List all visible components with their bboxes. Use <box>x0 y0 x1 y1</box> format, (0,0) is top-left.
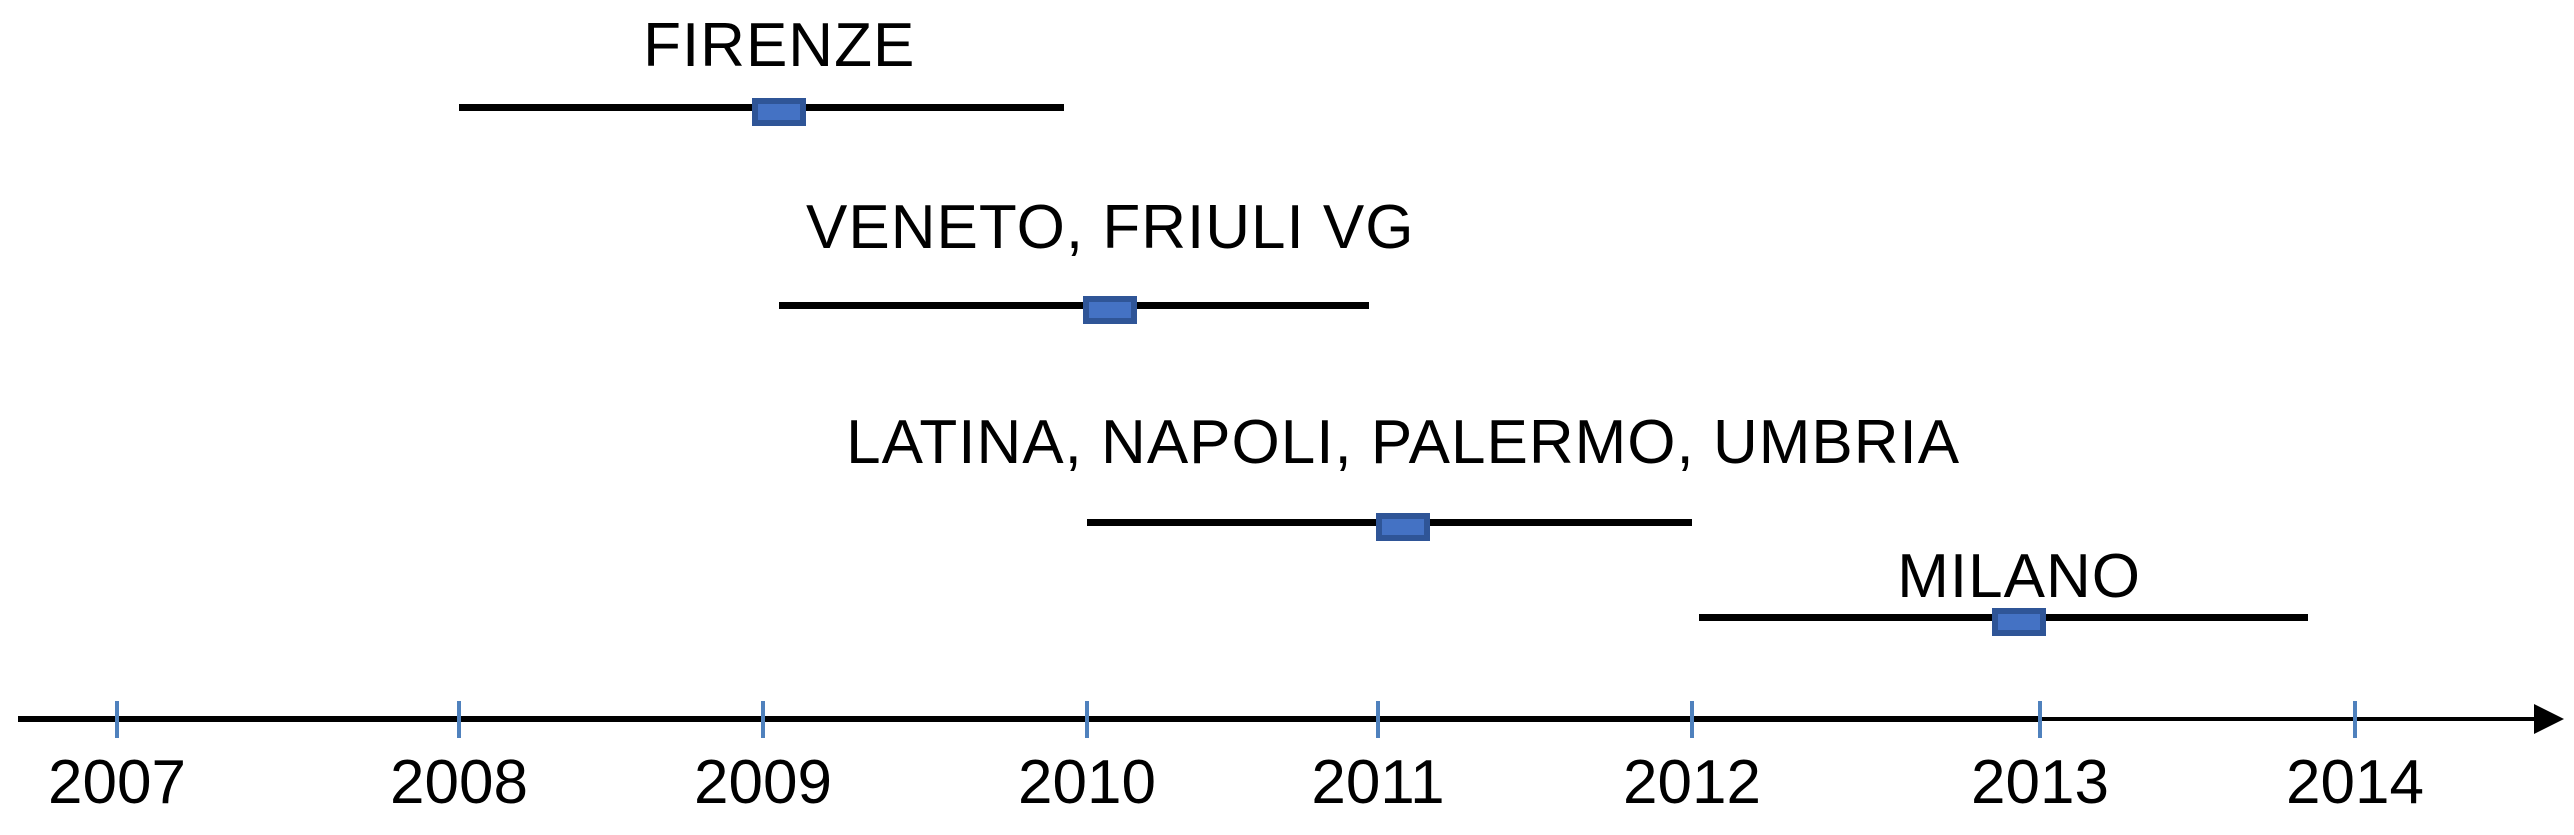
axis-tick-label: 2012 <box>1623 748 1761 817</box>
axis-tick <box>1690 701 1694 738</box>
row-marker <box>1376 513 1431 541</box>
axis-tick-label: 2011 <box>1311 748 1445 817</box>
row-label: MILANO <box>1897 542 2141 611</box>
axis-tick <box>2038 701 2042 738</box>
axis-tick <box>115 701 119 738</box>
axis-arrowhead-icon <box>2534 704 2564 734</box>
row-label: VENETO, FRIULI VG <box>806 193 1415 262</box>
axis-tick <box>1085 701 1089 738</box>
axis-tick-label: 2009 <box>694 748 832 817</box>
axis-tick-label: 2010 <box>1018 748 1156 817</box>
axis-tick <box>457 701 461 738</box>
row-marker <box>1992 608 2047 636</box>
axis-tick <box>1376 701 1380 738</box>
axis-tick-label: 2008 <box>390 748 528 817</box>
row-label: FIRENZE <box>643 11 916 80</box>
x-axis-line-extension <box>2042 717 2536 721</box>
row-label: LATINA, NAPOLI, PALERMO, UMBRIA <box>846 408 1961 477</box>
x-axis-line <box>18 716 2042 722</box>
axis-tick-label: 2007 <box>48 748 186 817</box>
axis-tick <box>761 701 765 738</box>
row-marker <box>752 98 807 126</box>
axis-tick <box>2353 701 2357 738</box>
row-marker <box>1083 296 1138 324</box>
axis-tick-label: 2014 <box>2286 748 2424 817</box>
row-duration-line <box>779 302 1370 309</box>
axis-tick-label: 2013 <box>1971 748 2109 817</box>
